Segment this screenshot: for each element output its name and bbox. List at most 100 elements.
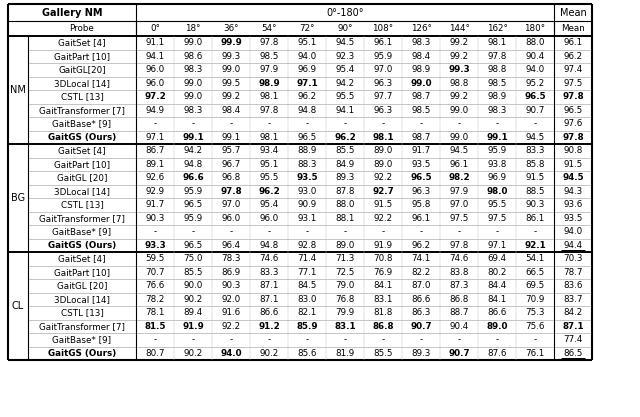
Text: 98.8: 98.8 — [487, 65, 507, 74]
Text: 83.1: 83.1 — [373, 295, 393, 304]
Text: 95.9: 95.9 — [184, 187, 203, 196]
Text: 90.7: 90.7 — [525, 106, 545, 115]
Text: 94.0: 94.0 — [563, 227, 582, 236]
Text: 94.2: 94.2 — [335, 79, 355, 88]
Text: -: - — [533, 119, 536, 128]
Text: GaitGL [20]: GaitGL [20] — [57, 173, 108, 182]
Text: 99.0: 99.0 — [449, 133, 468, 142]
Text: 86.6: 86.6 — [488, 308, 507, 317]
Text: GaitBase* [9]: GaitBase* [9] — [52, 335, 111, 344]
Text: 54.1: 54.1 — [525, 254, 545, 263]
Text: 96.9: 96.9 — [488, 173, 507, 182]
Text: 88.3: 88.3 — [297, 160, 317, 169]
Text: 82.1: 82.1 — [298, 308, 317, 317]
Text: 89.0: 89.0 — [373, 160, 393, 169]
Text: 78.7: 78.7 — [563, 268, 583, 277]
Text: 86.6: 86.6 — [259, 308, 278, 317]
Text: 83.3: 83.3 — [525, 146, 545, 155]
Text: 70.3: 70.3 — [563, 254, 583, 263]
Text: -: - — [344, 119, 347, 128]
Text: 85.6: 85.6 — [298, 349, 317, 358]
Text: 98.3: 98.3 — [487, 106, 507, 115]
Text: 98.1: 98.1 — [259, 133, 278, 142]
Text: GaitBase* [9]: GaitBase* [9] — [52, 227, 111, 236]
Text: 92.6: 92.6 — [145, 173, 164, 182]
Text: 95.1: 95.1 — [298, 38, 317, 47]
Text: 80.7: 80.7 — [145, 349, 164, 358]
Text: GaitPart [10]: GaitPart [10] — [54, 268, 110, 277]
Text: 96.0: 96.0 — [259, 214, 278, 223]
Text: 72.5: 72.5 — [335, 268, 355, 277]
Text: 95.1: 95.1 — [259, 160, 278, 169]
Text: 97.8: 97.8 — [449, 241, 468, 250]
Text: GaitSet [4]: GaitSet [4] — [58, 254, 106, 263]
Text: 90.9: 90.9 — [298, 200, 317, 209]
Text: 99.1: 99.1 — [221, 133, 241, 142]
Text: GaitGS (Ours): GaitGS (Ours) — [48, 349, 116, 358]
Text: 81.9: 81.9 — [335, 349, 355, 358]
Text: 90.7: 90.7 — [448, 349, 470, 358]
Text: 0°: 0° — [150, 24, 160, 33]
Text: 96.0: 96.0 — [221, 214, 241, 223]
Text: 88.0: 88.0 — [525, 38, 545, 47]
Text: 96.9: 96.9 — [298, 65, 317, 74]
Text: 99.9: 99.9 — [220, 38, 242, 47]
Text: 91.6: 91.6 — [221, 308, 241, 317]
Text: 99.0: 99.0 — [184, 79, 203, 88]
Text: 66.5: 66.5 — [525, 268, 545, 277]
Text: 92.8: 92.8 — [298, 241, 317, 250]
Text: 93.5: 93.5 — [412, 160, 431, 169]
Text: 96.5: 96.5 — [524, 92, 546, 101]
Text: 84.4: 84.4 — [488, 281, 507, 290]
Text: 94.9: 94.9 — [145, 106, 164, 115]
Text: GaitGL[20]: GaitGL[20] — [58, 65, 106, 74]
Text: 70.8: 70.8 — [373, 254, 393, 263]
Text: 97.8: 97.8 — [562, 92, 584, 101]
Text: -: - — [229, 335, 232, 344]
Text: -: - — [305, 227, 308, 236]
Text: 97.9: 97.9 — [259, 65, 278, 74]
Text: 92.3: 92.3 — [335, 52, 355, 61]
Text: 97.7: 97.7 — [373, 92, 393, 101]
Text: 99.2: 99.2 — [221, 92, 241, 101]
Text: 84.1: 84.1 — [488, 295, 507, 304]
Text: 90.4: 90.4 — [525, 52, 545, 61]
Text: 95.5: 95.5 — [259, 173, 278, 182]
Text: 97.1: 97.1 — [145, 133, 164, 142]
Text: 97.5: 97.5 — [449, 214, 468, 223]
Text: -: - — [268, 119, 271, 128]
Text: 89.4: 89.4 — [184, 308, 203, 317]
Text: 84.2: 84.2 — [563, 308, 582, 317]
Text: 144°: 144° — [449, 24, 469, 33]
Text: 97.0: 97.0 — [373, 65, 393, 74]
Text: 98.7: 98.7 — [412, 133, 431, 142]
Text: GaitPart [10]: GaitPart [10] — [54, 160, 110, 169]
Text: 98.7: 98.7 — [412, 92, 431, 101]
Text: 96.1: 96.1 — [412, 214, 431, 223]
Text: 93.0: 93.0 — [298, 187, 317, 196]
Text: 94.1: 94.1 — [335, 106, 355, 115]
Text: 85.5: 85.5 — [373, 349, 393, 358]
Text: 97.0: 97.0 — [449, 200, 468, 209]
Text: 95.8: 95.8 — [412, 200, 431, 209]
Text: -: - — [419, 227, 422, 236]
Text: 88.9: 88.9 — [298, 146, 317, 155]
Text: 87.1: 87.1 — [259, 295, 278, 304]
Text: 98.3: 98.3 — [183, 65, 203, 74]
Text: 97.6: 97.6 — [563, 119, 582, 128]
Text: -: - — [381, 227, 385, 236]
Text: 126°: 126° — [411, 24, 431, 33]
Text: 98.4: 98.4 — [412, 52, 431, 61]
Text: 90.3: 90.3 — [525, 200, 545, 209]
Text: 97.8: 97.8 — [487, 52, 507, 61]
Text: 74.1: 74.1 — [412, 254, 431, 263]
Text: 91.2: 91.2 — [258, 322, 280, 331]
Text: 96.7: 96.7 — [221, 160, 241, 169]
Text: 99.0: 99.0 — [410, 79, 432, 88]
Text: 92.9: 92.9 — [145, 187, 164, 196]
Text: Mean: Mean — [561, 24, 585, 33]
Text: -: - — [419, 335, 422, 344]
Text: 91.5: 91.5 — [525, 173, 545, 182]
Text: 89.0: 89.0 — [486, 322, 508, 331]
Text: 96.5: 96.5 — [298, 133, 317, 142]
